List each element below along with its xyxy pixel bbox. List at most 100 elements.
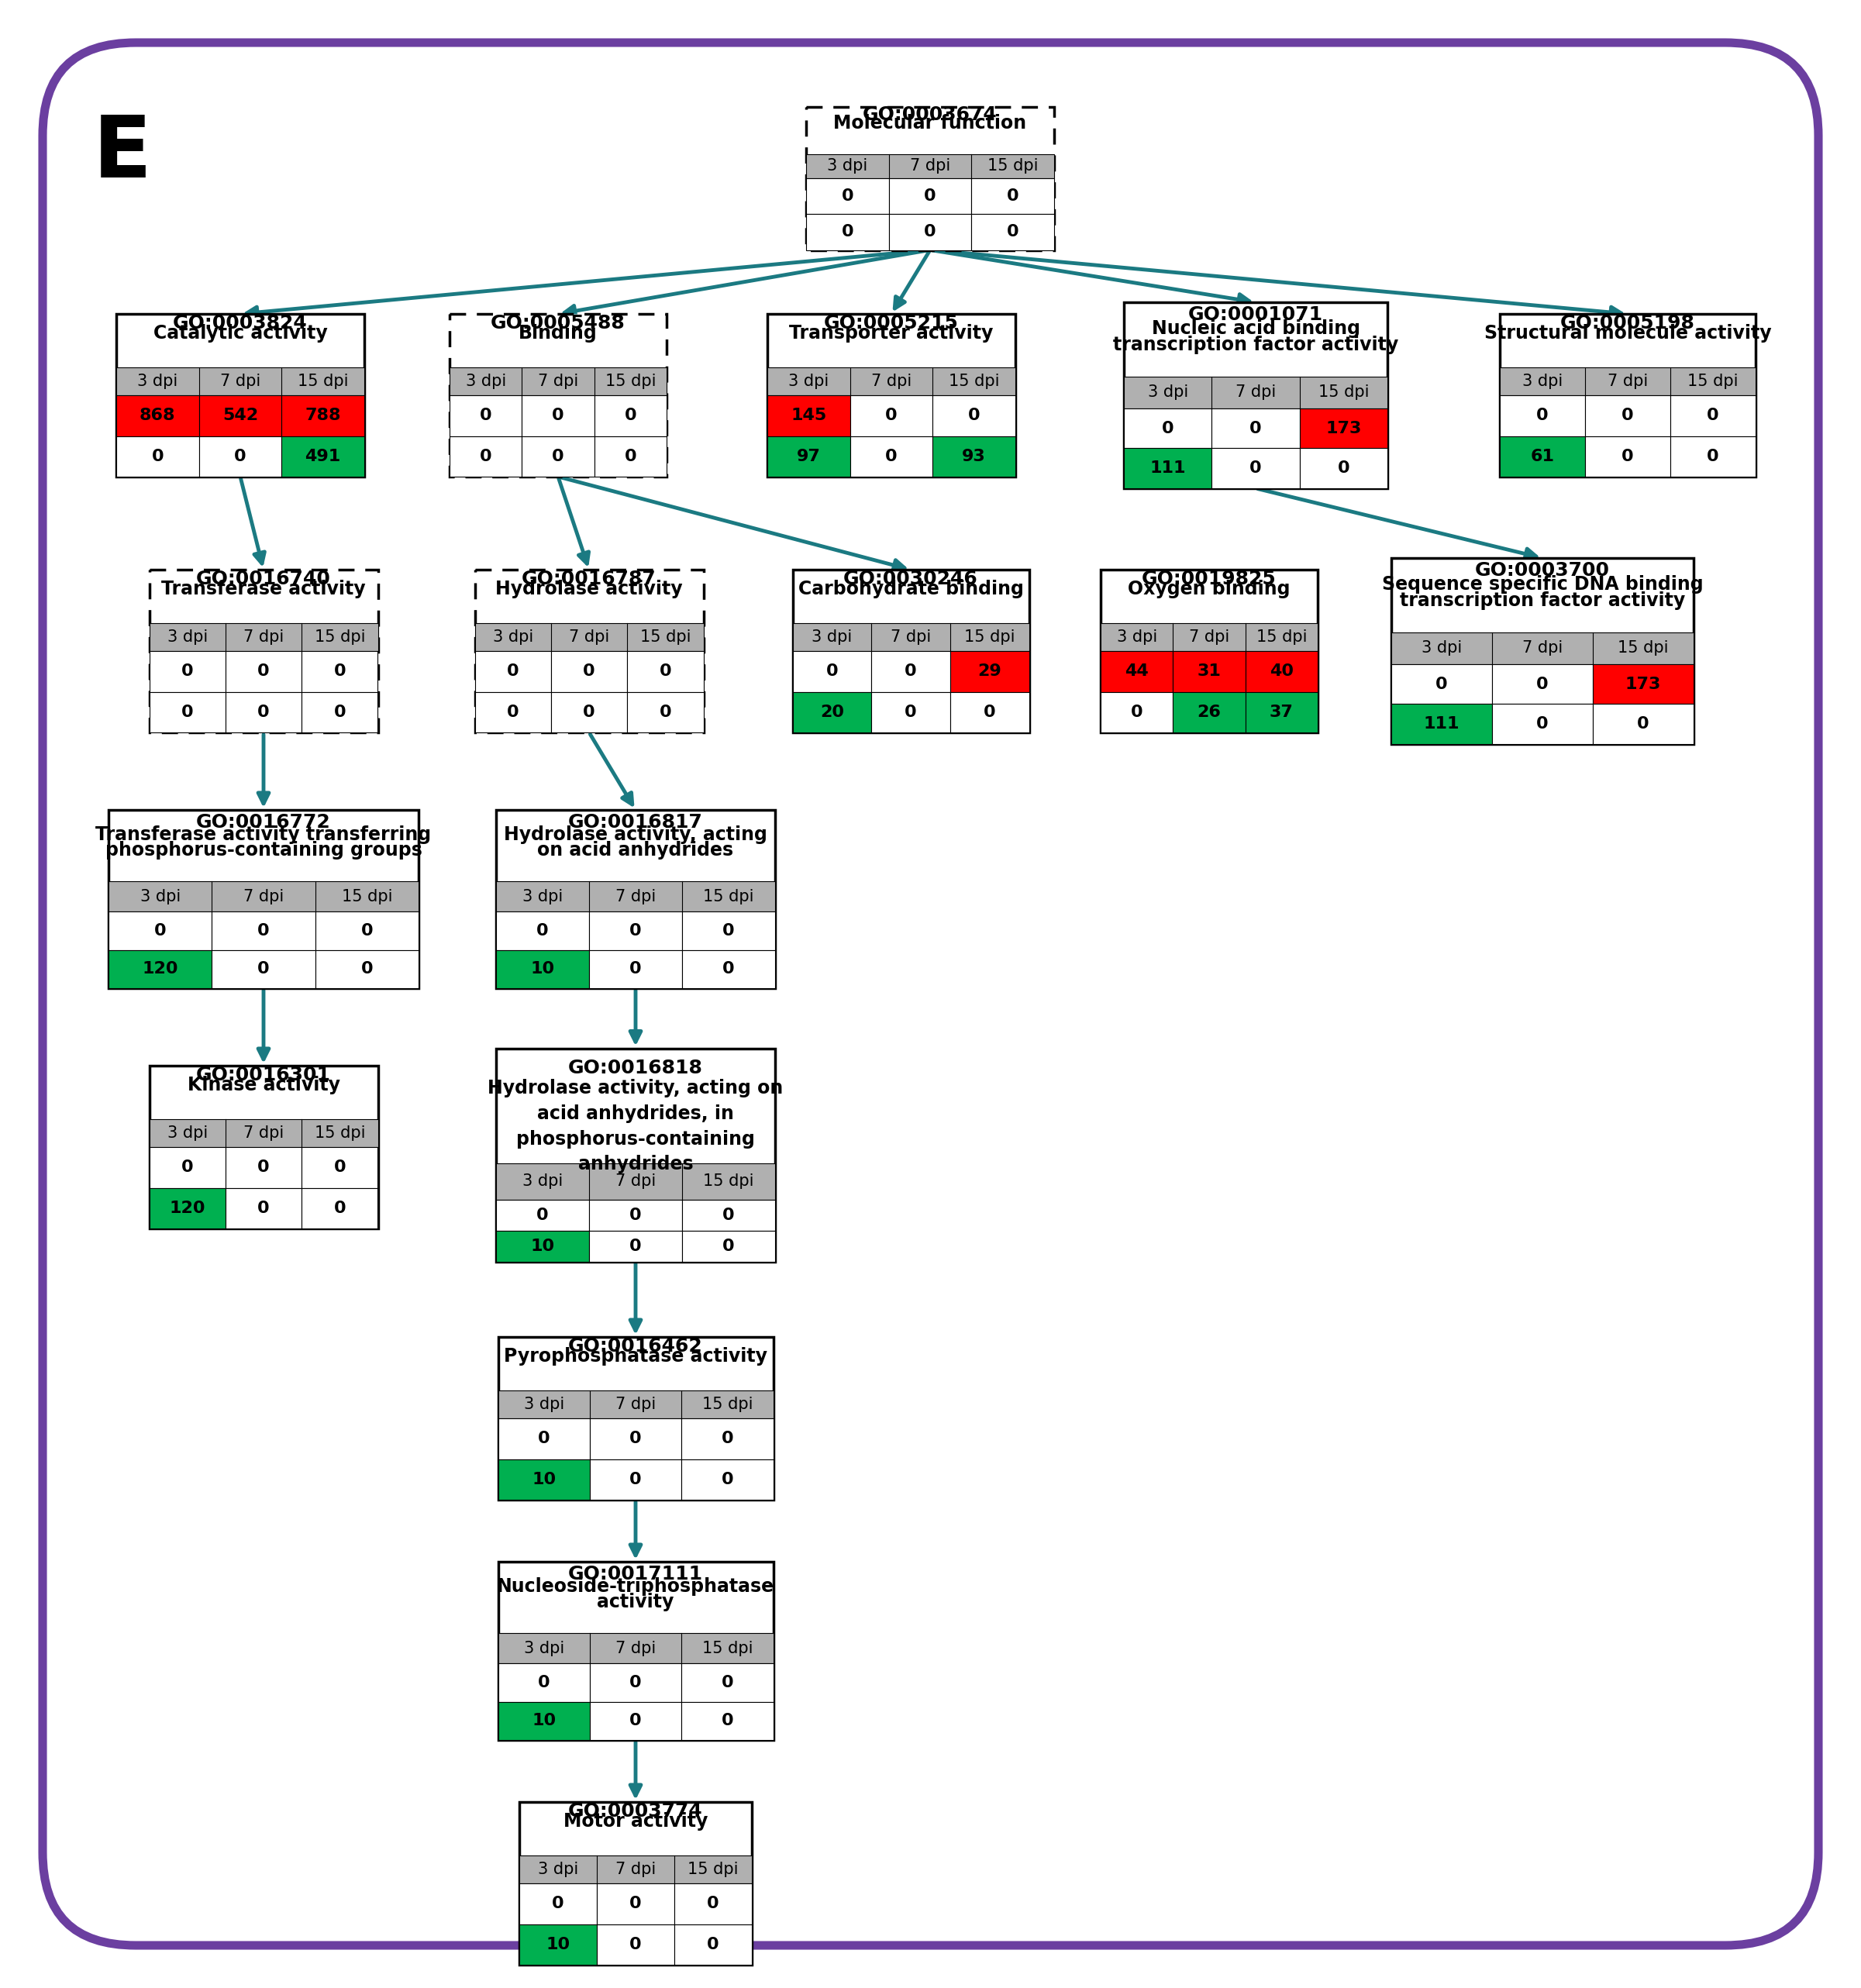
Text: Transporter activity: Transporter activity — [789, 324, 994, 342]
Bar — [199, 435, 281, 477]
Text: 0: 0 — [154, 922, 166, 938]
Text: 0: 0 — [582, 664, 596, 680]
Bar — [519, 1883, 597, 1924]
Text: 10: 10 — [532, 1714, 556, 1730]
Text: 3 dpi: 3 dpi — [167, 630, 208, 644]
Text: 3 dpi: 3 dpi — [1422, 640, 1463, 656]
Text: 3 dpi: 3 dpi — [140, 889, 181, 905]
Bar — [301, 650, 378, 692]
Text: 10: 10 — [545, 1936, 569, 1952]
Text: 542: 542 — [223, 408, 259, 423]
Bar — [767, 314, 1016, 477]
Text: 15 dpi: 15 dpi — [1318, 386, 1370, 400]
Text: 0: 0 — [1707, 449, 1720, 463]
Bar — [871, 692, 951, 732]
Bar — [1500, 396, 1586, 435]
Bar — [108, 881, 419, 912]
Text: 0: 0 — [925, 189, 936, 205]
Bar — [519, 1855, 752, 1883]
Bar — [590, 950, 683, 988]
Text: 0: 0 — [1249, 461, 1262, 475]
Bar — [108, 912, 212, 950]
Bar — [499, 1702, 590, 1740]
Bar — [1493, 704, 1593, 744]
Text: GO:0003824: GO:0003824 — [173, 314, 307, 332]
Text: 0: 0 — [1621, 449, 1634, 463]
Bar — [683, 912, 774, 950]
Text: Nucleoside-triphosphatase: Nucleoside-triphosphatase — [497, 1576, 774, 1596]
Bar — [674, 1924, 752, 1964]
Bar — [115, 314, 365, 477]
Bar — [450, 396, 521, 435]
Text: 3 dpi: 3 dpi — [523, 889, 562, 905]
Text: 7 dpi: 7 dpi — [910, 159, 951, 173]
Bar — [1212, 408, 1299, 447]
Text: 0: 0 — [506, 664, 519, 680]
Bar — [225, 1187, 301, 1229]
Text: Pyrophosphatase activity: Pyrophosphatase activity — [504, 1348, 767, 1366]
Text: 93: 93 — [962, 449, 986, 463]
Bar — [681, 1702, 772, 1740]
Text: 0: 0 — [629, 1936, 642, 1952]
Bar — [301, 1147, 378, 1187]
Text: 20: 20 — [821, 704, 843, 720]
Text: 0: 0 — [841, 189, 854, 205]
Text: 15 dpi: 15 dpi — [1688, 374, 1738, 390]
Bar — [871, 650, 951, 692]
Text: 0: 0 — [480, 408, 491, 423]
Text: 491: 491 — [305, 449, 341, 463]
Text: 0: 0 — [582, 704, 596, 720]
Text: 0: 0 — [1621, 408, 1634, 423]
Bar — [1299, 447, 1388, 489]
Text: 0: 0 — [257, 922, 270, 938]
Bar — [1586, 435, 1671, 477]
Bar — [450, 368, 666, 396]
Bar — [1245, 650, 1318, 692]
Bar — [1124, 447, 1212, 489]
Bar — [767, 368, 1016, 396]
Text: 3 dpi: 3 dpi — [523, 1398, 564, 1411]
Text: Oxygen binding: Oxygen binding — [1128, 580, 1290, 598]
Bar — [212, 950, 315, 988]
Bar — [519, 1924, 597, 1964]
Text: 7 dpi: 7 dpi — [1522, 640, 1563, 656]
Text: 0: 0 — [181, 664, 194, 680]
Bar — [497, 1231, 590, 1262]
Text: 0: 0 — [968, 408, 981, 423]
Bar — [1671, 396, 1755, 435]
Text: GO:0005215: GO:0005215 — [824, 314, 958, 332]
Bar — [1172, 650, 1245, 692]
Bar — [793, 571, 1029, 732]
Text: 0: 0 — [1537, 716, 1548, 732]
Text: 0: 0 — [536, 1207, 549, 1223]
Bar — [1100, 624, 1318, 650]
Text: 0: 0 — [333, 704, 346, 720]
Text: 15 dpi: 15 dpi — [315, 630, 365, 644]
Text: 3 dpi: 3 dpi — [523, 1640, 564, 1656]
Text: 3 dpi: 3 dpi — [1522, 374, 1563, 390]
Bar — [590, 1664, 681, 1702]
Text: 0: 0 — [361, 922, 372, 938]
Text: 0: 0 — [257, 1201, 270, 1217]
Bar — [499, 1392, 772, 1417]
Bar — [627, 692, 703, 732]
Text: 3 dpi: 3 dpi — [523, 1173, 562, 1189]
Text: anhydrides: anhydrides — [579, 1155, 692, 1173]
Text: GO:0016818: GO:0016818 — [568, 1058, 703, 1077]
Text: 0: 0 — [629, 1714, 642, 1730]
Bar — [475, 571, 703, 732]
Text: GO:0016301: GO:0016301 — [195, 1066, 331, 1083]
Bar — [225, 692, 301, 732]
Text: 7 dpi: 7 dpi — [1608, 374, 1649, 390]
Bar — [590, 1417, 681, 1459]
Bar — [475, 650, 551, 692]
Text: 15 dpi: 15 dpi — [605, 374, 655, 390]
Bar — [951, 692, 1029, 732]
Bar — [497, 1199, 590, 1231]
Bar — [1392, 664, 1493, 704]
Bar — [850, 435, 932, 477]
Text: 15 dpi: 15 dpi — [949, 374, 999, 390]
Text: Hydrolase activity: Hydrolase activity — [495, 580, 683, 598]
Bar — [1100, 571, 1318, 732]
Text: 0: 0 — [553, 1897, 564, 1912]
